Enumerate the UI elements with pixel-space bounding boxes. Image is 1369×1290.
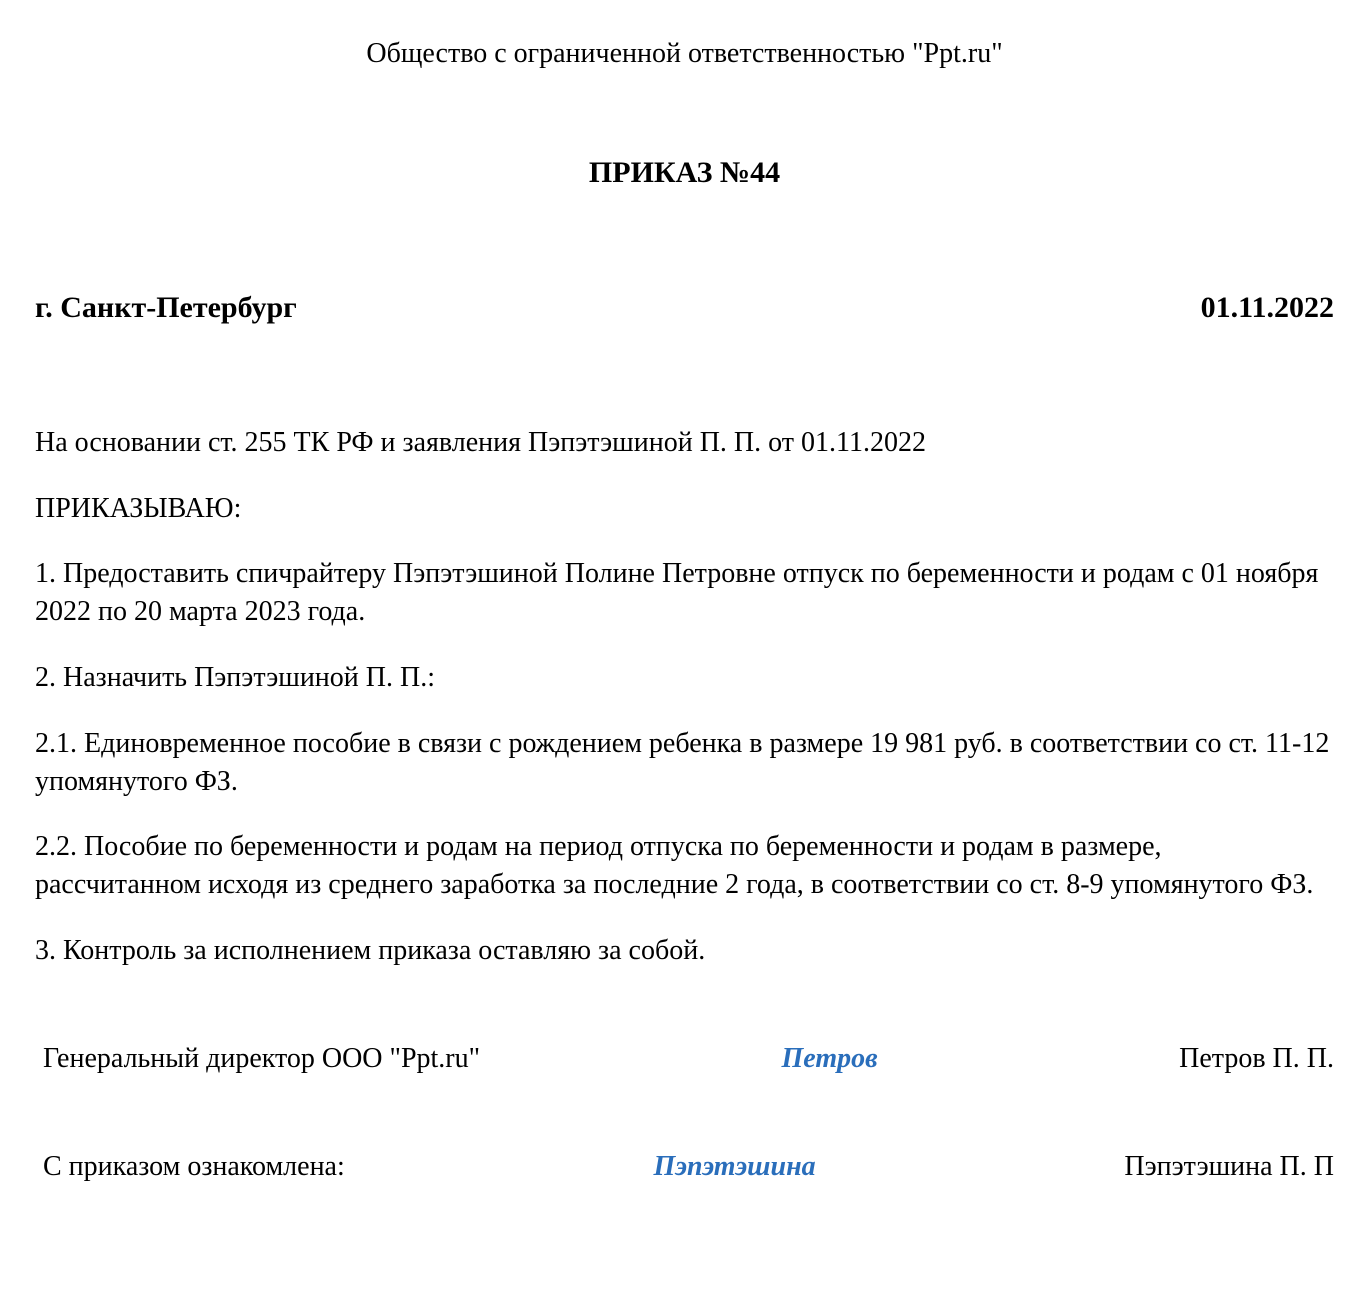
director-name: Петров П. П. (1179, 1040, 1334, 1078)
order-verb: ПРИКАЗЫВАЮ: (35, 490, 1334, 528)
order-item-3: 3. Контроль за исполнением приказа остав… (35, 932, 1334, 970)
order-item-2-2: 2.2. Пособие по беременности и родам на … (35, 828, 1334, 904)
acknowledged-signature: Пэпэтэшина (345, 1148, 1125, 1186)
director-signature-row: Генеральный директор ООО "Ppt.ru" Петров… (35, 1040, 1334, 1078)
director-role: Генеральный директор ООО "Ppt.ru" (43, 1040, 480, 1078)
basis-paragraph: На основании ст. 255 ТК РФ и заявления П… (35, 424, 1334, 462)
acknowledged-signature-row: С приказом ознакомлена: Пэпэтэшина Пэпэт… (35, 1148, 1334, 1186)
organization-name: Общество с ограниченной ответственностью… (35, 35, 1334, 73)
order-item-2-1: 2.1. Единовременное пособие в связи с ро… (35, 725, 1334, 801)
city: г. Санкт-Петербург (35, 288, 297, 329)
director-signature: Петров (480, 1040, 1179, 1078)
acknowledged-name: Пэпэтэшина П. П (1124, 1148, 1334, 1186)
date: 01.11.2022 (1201, 288, 1334, 329)
city-date-row: г. Санкт-Петербург 01.11.2022 (35, 288, 1334, 329)
order-item-2: 2. Назначить Пэпэтэшиной П. П.: (35, 659, 1334, 697)
document-title: ПРИКАЗ №44 (35, 153, 1334, 194)
order-item-1: 1. Предоставить спичрайтеру Пэпэтэшиной … (35, 555, 1334, 631)
acknowledged-role: С приказом ознакомлена: (43, 1148, 345, 1186)
